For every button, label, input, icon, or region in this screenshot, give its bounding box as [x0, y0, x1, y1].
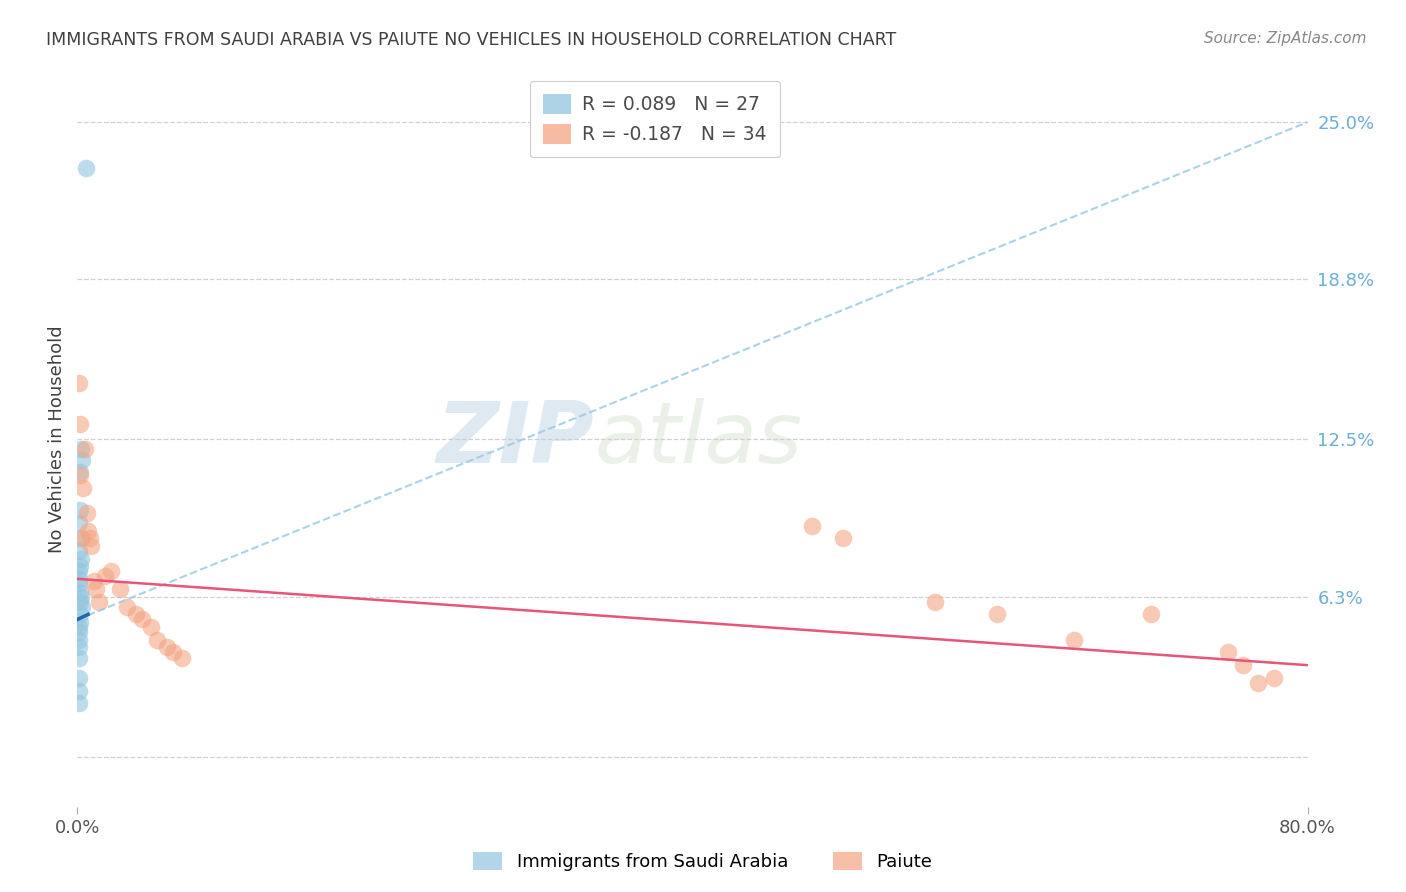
Point	[67, 640, 90, 655]
Point	[77, 524, 100, 538]
Point	[70, 442, 93, 457]
Point	[69, 531, 91, 545]
Point	[76, 506, 98, 520]
Point	[155, 640, 177, 655]
Point	[69, 615, 91, 629]
Point	[67, 671, 90, 685]
Point	[924, 595, 946, 609]
Point	[69, 467, 91, 482]
Point	[87, 595, 110, 609]
Point	[75, 161, 97, 175]
Point	[1063, 632, 1085, 647]
Point	[67, 376, 90, 391]
Text: Source: ZipAtlas.com: Source: ZipAtlas.com	[1204, 31, 1367, 46]
Point	[70, 452, 93, 467]
Point	[115, 599, 138, 614]
Text: IMMIGRANTS FROM SAUDI ARABIA VS PAIUTE NO VEHICLES IN HOUSEHOLD CORRELATION CHAR: IMMIGRANTS FROM SAUDI ARABIA VS PAIUTE N…	[46, 31, 897, 49]
Point	[67, 572, 90, 586]
Point	[67, 696, 90, 710]
Point	[72, 481, 94, 495]
Point	[1216, 645, 1239, 659]
Point	[69, 503, 91, 517]
Point	[70, 551, 93, 566]
Point	[131, 612, 153, 626]
Point	[1139, 607, 1161, 622]
Y-axis label: No Vehicles in Household: No Vehicles in Household	[48, 326, 66, 553]
Point	[67, 516, 90, 530]
Point	[67, 577, 90, 591]
Point	[146, 632, 169, 647]
Point	[69, 417, 91, 431]
Point	[69, 465, 91, 479]
Point	[94, 569, 117, 583]
Point	[67, 650, 90, 665]
Point	[84, 582, 107, 596]
Point	[162, 645, 184, 659]
Legend: Immigrants from Saudi Arabia, Paiute: Immigrants from Saudi Arabia, Paiute	[467, 846, 939, 879]
Point	[67, 544, 90, 558]
Point	[832, 531, 855, 545]
Point	[110, 582, 132, 596]
Point	[69, 584, 91, 599]
Point	[1263, 671, 1285, 685]
Legend: R = 0.089   N = 27, R = -0.187   N = 34: R = 0.089 N = 27, R = -0.187 N = 34	[530, 81, 780, 157]
Point	[1247, 676, 1270, 690]
Point	[73, 442, 96, 457]
Point	[80, 539, 103, 553]
Point	[1232, 658, 1254, 673]
Point	[70, 590, 93, 604]
Point	[125, 607, 148, 622]
Point	[69, 607, 91, 622]
Point	[67, 625, 90, 640]
Point	[141, 620, 163, 634]
Point	[67, 683, 90, 698]
Point	[70, 531, 93, 545]
Point	[801, 518, 824, 533]
Point	[100, 564, 122, 578]
Point	[986, 607, 1008, 622]
Point	[83, 574, 105, 589]
Point	[69, 559, 91, 574]
Text: ZIP: ZIP	[436, 398, 595, 481]
Point	[67, 632, 90, 647]
Point	[69, 595, 91, 609]
Point	[67, 620, 90, 634]
Point	[170, 650, 193, 665]
Point	[70, 599, 93, 614]
Point	[79, 531, 101, 545]
Text: atlas: atlas	[595, 398, 801, 481]
Point	[67, 564, 90, 578]
